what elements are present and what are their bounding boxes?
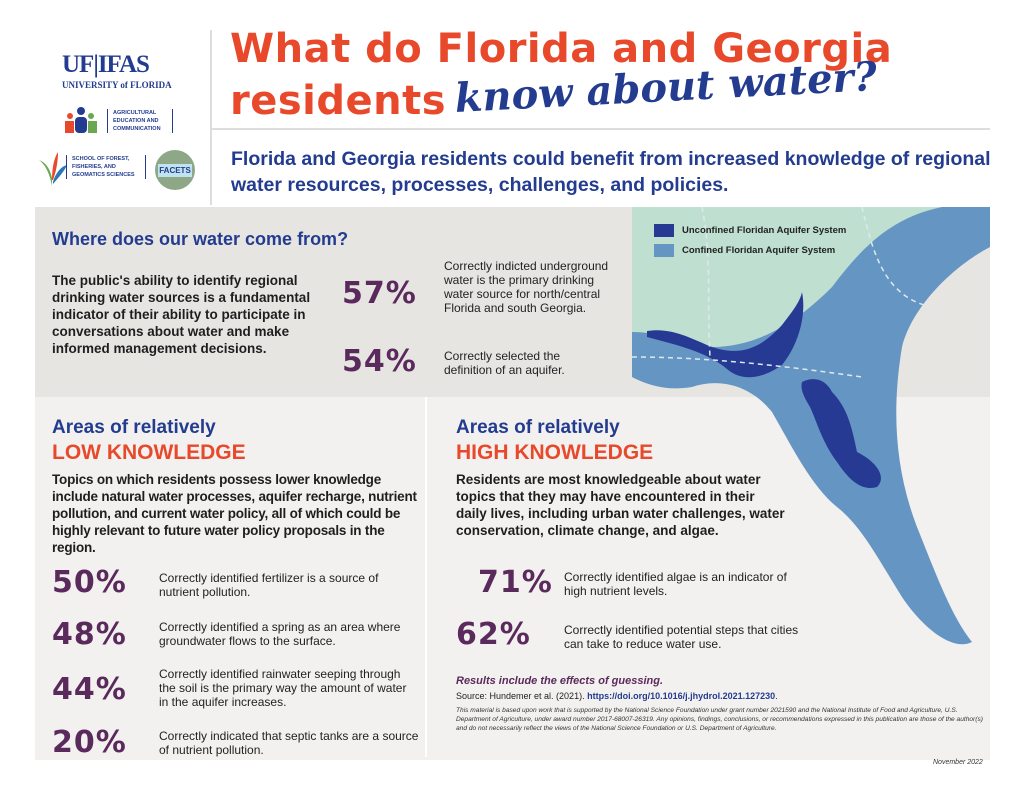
stat-text: Correctly identified potential steps tha… <box>564 623 799 651</box>
source-suffix: . <box>775 691 778 701</box>
stat-percent: 54% <box>342 344 417 379</box>
low-knowledge-label: LOW KNOWLEDGE <box>52 441 246 464</box>
stat-text: Correctly identified fertilizer is a sou… <box>159 571 379 599</box>
stat-percent: 57% <box>342 276 417 311</box>
aec-people-icon <box>62 106 100 134</box>
high-heading: Areas of relatively <box>456 417 620 438</box>
column-divider <box>425 397 427 757</box>
water-source-heading: Where does our water come from? <box>52 229 349 249</box>
low-heading: Areas of relatively <box>52 417 216 438</box>
legend-item-confined: Confined Floridan Aquifer System <box>654 244 835 257</box>
sffgs-logo-text: SCHOOL OF FOREST, FISHERIES, AND GEOMATI… <box>66 155 146 179</box>
source-citation: Source: Hundemer et al. (2021). https://… <box>456 691 778 702</box>
stat-percent: 62% <box>456 617 531 652</box>
aquifer-map <box>631 206 990 662</box>
stat-percent: 20% <box>52 725 127 760</box>
guessing-note: Results include the effects of guessing. <box>456 675 664 687</box>
unconfined-aquifer-north <box>647 292 804 378</box>
legend-label: Confined Floridan Aquifer System <box>682 245 836 257</box>
publication-date: November 2022 <box>933 759 983 766</box>
stat-text: Correctly identified rainwater seeping t… <box>159 667 407 709</box>
low-body: Topics on which residents possess lower … <box>52 472 417 555</box>
legend-swatch <box>654 224 674 237</box>
source-prefix: Source: Hundemer et al. (2021). <box>456 691 585 701</box>
stat-text: Correctly indicated that septic tanks ar… <box>159 729 419 757</box>
university-of-florida-logo-text: UNIVERSITY of FLORIDA <box>62 80 172 90</box>
title-divider <box>212 128 990 130</box>
stat-percent: 50% <box>52 565 127 600</box>
stat-text: Correctly selected the definition of an … <box>444 349 565 377</box>
title-line-2-row: residents know about water? <box>230 53 879 124</box>
legend-label: Unconfined Floridan Aquifer System <box>682 225 847 237</box>
unconfined-aquifer-south <box>801 379 881 488</box>
sffgs-plant-icon <box>36 150 68 188</box>
header-divider <box>210 30 212 205</box>
stat-text: Correctly identified algae is an indicat… <box>564 570 787 598</box>
stat-percent: 44% <box>52 672 127 707</box>
stat-percent: 48% <box>52 617 127 652</box>
uf-ifas-logo: UF|IFAS <box>62 51 150 78</box>
title-line-2: residents <box>230 78 447 124</box>
high-knowledge-label: HIGH KNOWLEDGE <box>456 441 654 464</box>
title-line-1: What do Florida and Georgia <box>230 26 893 72</box>
land-area <box>632 207 942 347</box>
facets-logo: FACETS <box>155 150 195 190</box>
subtitle: Florida and Georgia residents could bene… <box>231 148 991 196</box>
water-source-band <box>35 207 632 397</box>
aec-logo-text: AGRICULTURAL EDUCATION AND COMMUNICATION <box>107 109 173 133</box>
legend-swatch <box>654 244 674 257</box>
stat-text: Correctly indicted underground water is … <box>444 259 609 315</box>
high-body: Residents are most knowledgeable about w… <box>456 472 785 538</box>
legend-item-unconfined: Unconfined Floridan Aquifer System <box>654 224 846 237</box>
stat-percent: 71% <box>478 565 553 600</box>
source-doi-link[interactable]: https://doi.org/10.1016/j.jhydrol.2021.1… <box>587 691 776 701</box>
facets-logo-text: FACETS <box>158 163 192 177</box>
stat-text: Correctly identified a spring as an area… <box>159 620 401 648</box>
funding-statement: This material is based upon work that is… <box>456 707 983 732</box>
confined-aquifer <box>632 207 990 645</box>
water-source-body: The public's ability to identify regiona… <box>52 273 311 356</box>
